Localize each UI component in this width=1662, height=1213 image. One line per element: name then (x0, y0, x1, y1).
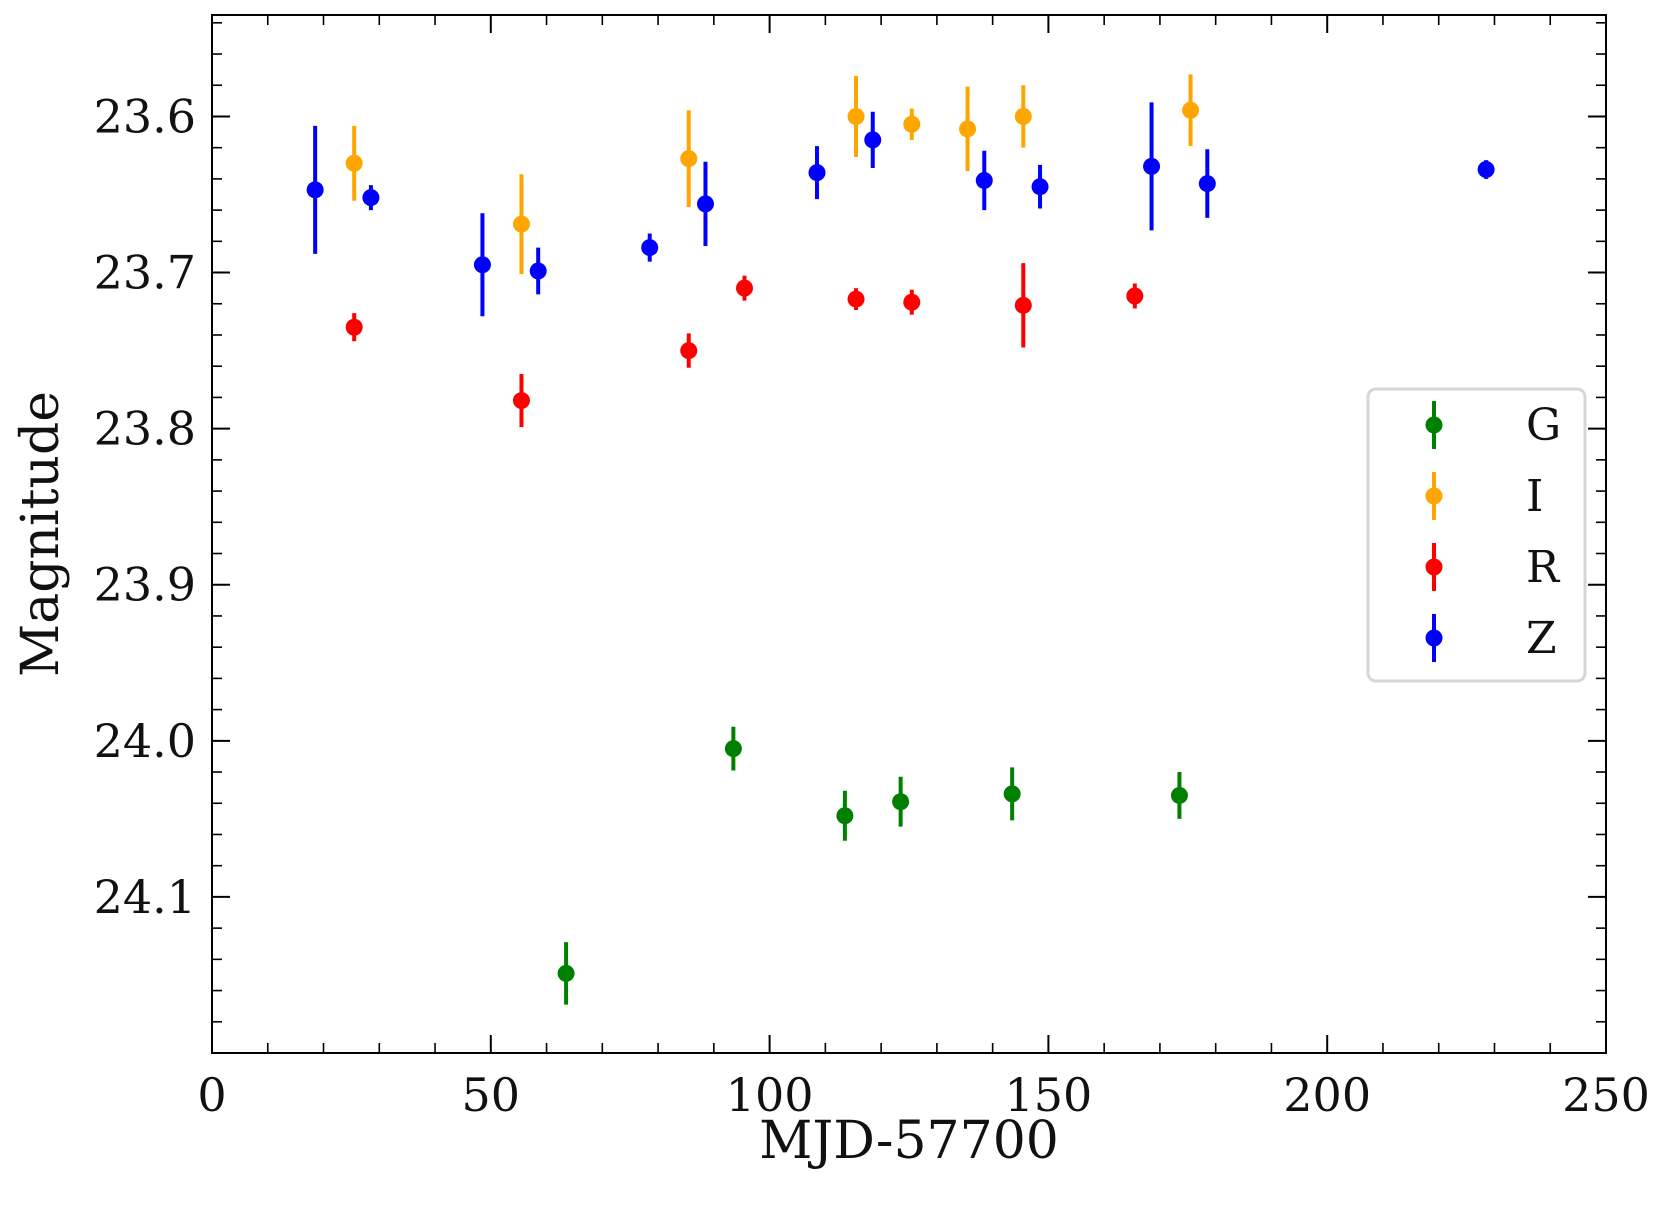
data-point-z (362, 189, 380, 207)
legend-point-marker (1425, 629, 1443, 647)
data-point-z (1031, 178, 1049, 196)
legend-point-marker (1425, 558, 1443, 576)
legend-point-marker (1425, 487, 1443, 505)
data-point-z (641, 239, 659, 257)
series-z (306, 102, 1495, 317)
data-point-i (1014, 107, 1032, 125)
x-tick-label: 0 (197, 1068, 226, 1122)
data-point-g (836, 807, 854, 825)
data-point-g (1170, 786, 1188, 804)
data-point-z (1143, 157, 1161, 175)
legend-label: I (1526, 471, 1543, 522)
x-tick-label: 50 (462, 1068, 521, 1122)
data-point-r (345, 318, 363, 336)
x-tick-labels: 0 50 100 150 200 250 (197, 1068, 1650, 1122)
data-point-r (847, 290, 865, 308)
legend-label: R (1526, 542, 1561, 593)
data-point-z (1477, 161, 1495, 179)
x-axis-title: MJD-57700 (759, 1111, 1059, 1171)
data-point-g (557, 964, 575, 982)
y-tick-labels: 23.6 23.7 23.8 23.9 24.0 24.1 (94, 89, 196, 923)
data-point-i (959, 120, 977, 138)
y-tick-label: 24.1 (94, 870, 196, 924)
legend-box (1366, 387, 1587, 683)
legend-item-i: I (1425, 471, 1543, 522)
series-i (345, 74, 1200, 275)
data-point-z (1198, 175, 1216, 193)
plot-series (306, 74, 1495, 1005)
y-tick-label: 23.8 (94, 402, 196, 456)
x-tick-label: 150 (1004, 1068, 1092, 1122)
data-point-r (736, 279, 754, 297)
data-point-i (345, 154, 363, 172)
data-point-z (473, 256, 491, 274)
data-point-i (1182, 101, 1200, 119)
legend-label: G (1526, 400, 1561, 451)
data-point-g (1003, 785, 1021, 803)
data-point-i (512, 215, 530, 233)
y-tick-label: 23.9 (94, 558, 196, 612)
x-tick-label: 200 (1283, 1068, 1371, 1122)
data-point-r (512, 392, 530, 410)
legend-item-r: R (1425, 542, 1561, 593)
legend-item-g: G (1425, 400, 1561, 451)
legend-label: Z (1526, 613, 1557, 664)
data-point-r (1126, 287, 1144, 305)
data-point-z (975, 171, 993, 189)
data-point-z (696, 195, 714, 213)
y-tick-label: 24.0 (94, 714, 196, 768)
legend-item-z: Z (1425, 613, 1557, 664)
series-r (345, 263, 1144, 428)
data-point-g (724, 740, 742, 758)
x-tick-label: 100 (726, 1068, 814, 1122)
y-tick-label: 23.7 (94, 246, 196, 300)
data-point-i (680, 150, 698, 168)
legend-point-marker (1425, 416, 1443, 434)
x-tick-label: 250 (1562, 1068, 1650, 1122)
data-point-r (680, 342, 698, 360)
y-tick-label: 23.6 (94, 89, 196, 143)
data-point-i (903, 115, 921, 133)
data-point-z (864, 131, 882, 149)
data-point-r (1014, 296, 1032, 314)
data-point-z (529, 262, 547, 280)
plot-frame (211, 14, 1607, 1054)
data-point-z (306, 181, 324, 199)
data-point-i (847, 107, 865, 125)
data-point-g (892, 793, 910, 811)
series-g (557, 726, 1188, 1005)
y-axis-title: Magnitude (11, 391, 71, 677)
minor-ticks (212, 15, 1606, 1053)
data-point-z (808, 164, 826, 182)
data-point-r (903, 293, 921, 311)
